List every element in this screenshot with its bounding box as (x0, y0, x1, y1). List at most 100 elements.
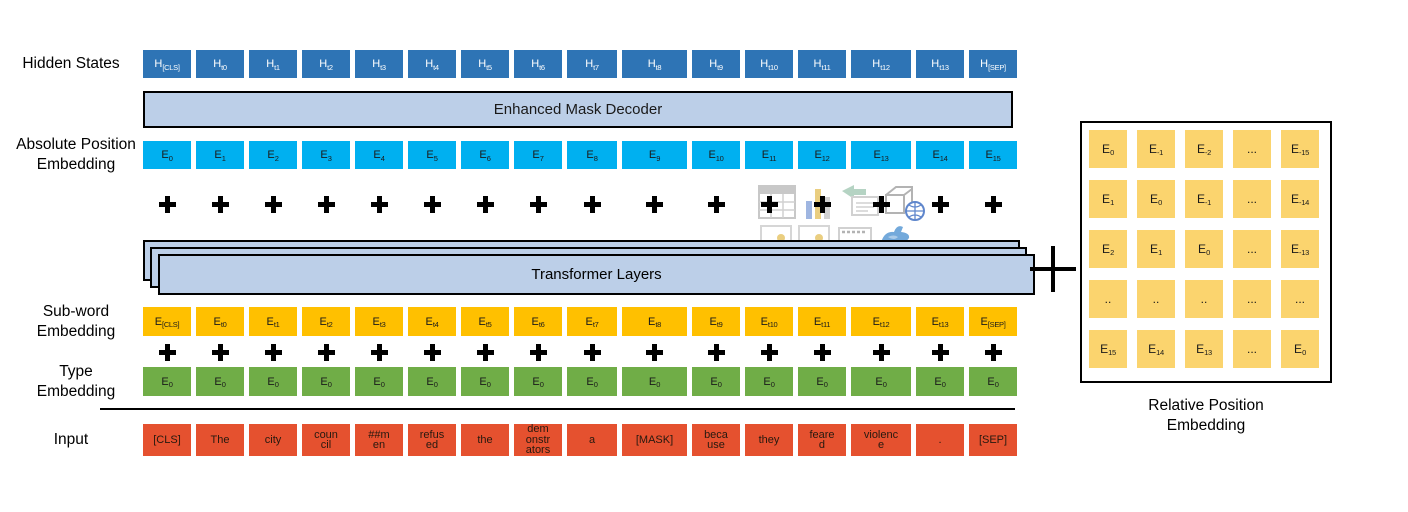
transformer-layers-bar: Transformer Layers (158, 254, 1035, 295)
input-token-cell: [SEP] (969, 424, 1017, 456)
plus-icon (143, 189, 191, 219)
hidden-states-label: Hidden States (22, 54, 120, 72)
input-label: Input (53, 430, 89, 448)
plus-icon (249, 342, 297, 362)
plus-icon (798, 189, 846, 219)
relative-embedding-cell: ... (1233, 180, 1271, 218)
input-token-cell: a (567, 424, 617, 456)
plus-icon (745, 342, 793, 362)
relative-position-matrix-frame (1080, 121, 1332, 383)
plus-icon (969, 189, 1017, 219)
input-token-cell: The (196, 424, 244, 456)
plus-icon (567, 189, 617, 219)
plus-icon (249, 189, 297, 219)
absolute-embedding-cell: E 11 (745, 141, 793, 169)
enhanced-mask-decoder-bar: Enhanced Mask Decoder (143, 91, 1013, 128)
input-token-cell: [CLS] (143, 424, 191, 456)
subword-embedding-cell: E [CLS] (143, 307, 191, 336)
input-token-cell: [MASK] (622, 424, 687, 456)
input-token-cell: refus ed (408, 424, 456, 456)
relative-embedding-cell: E -15 (1281, 130, 1319, 168)
plus-icon (408, 189, 456, 219)
plus-icon (461, 342, 509, 362)
hidden-state-cell: H [SEP] (969, 50, 1017, 78)
input-separator-line (100, 408, 1015, 410)
relative-embedding-cell: E 15 (1089, 330, 1127, 368)
transformer-layers-title: Transformer Layers (531, 266, 662, 283)
plus-icon (622, 342, 687, 362)
input-token-row: [CLS] The city coun cil ##m en refus ed the dem… (143, 424, 1017, 456)
absolute-embedding-cell: E 15 (969, 141, 1017, 169)
plus-row-absolute (143, 189, 1017, 219)
subword-embedding-cell: E [SEP] (969, 307, 1017, 336)
plus-icon (302, 189, 350, 219)
relative-embedding-cell: ... (1281, 280, 1319, 318)
absolute-position-embedding-row: E 0 E 1 E 2 E 3 E 4 E 5 E 6 E 7 E 8 E 9 E 10 E 11 E 12 E 13 E 14 E 15 (143, 141, 1017, 169)
relative-embedding-cell: ... (1233, 330, 1271, 368)
relative-embedding-cell: E -2 (1185, 130, 1223, 168)
relative-embedding-cell: .. (1185, 280, 1223, 318)
plus-icon (567, 342, 617, 362)
relative-position-embedding-label: Relative Position Embedding (1148, 396, 1264, 434)
plus-icon (969, 342, 1017, 362)
big-plus-icon (1030, 246, 1076, 292)
absolute-embedding-cell: E 12 (798, 141, 846, 169)
relative-embedding-cell: E -13 (1281, 230, 1319, 268)
relative-embedding-cell: E -1 (1137, 130, 1175, 168)
absolute-embedding-cell: E 13 (851, 141, 911, 169)
plus-icon (408, 342, 456, 362)
plus-icon (692, 189, 740, 219)
input-token-cell: . (916, 424, 964, 456)
input-token-cell: the (461, 424, 509, 456)
plus-icon (302, 342, 350, 362)
relative-embedding-cell: ... (1233, 280, 1271, 318)
input-token-cell: dem onstr ators (514, 424, 562, 456)
plus-icon (798, 342, 846, 362)
plus-icon (851, 189, 911, 219)
input-token-cell: they (745, 424, 793, 456)
plus-icon (622, 189, 687, 219)
input-token-cell: city (249, 424, 297, 456)
relative-embedding-cell: .. (1089, 280, 1127, 318)
relative-embedding-cell: ... (1233, 230, 1271, 268)
input-token-cell: feare d (798, 424, 846, 456)
plus-row-type (143, 342, 1017, 362)
